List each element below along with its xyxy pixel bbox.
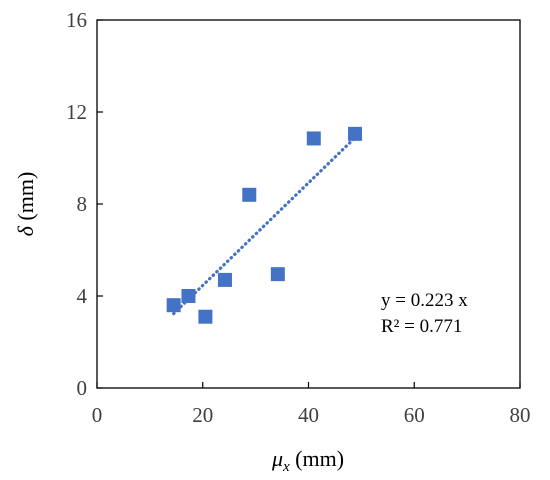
data-point (242, 187, 257, 202)
x-axis-label-subscript: x (282, 459, 290, 475)
data-points (166, 126, 363, 324)
x-axis-label: μx (mm) (271, 446, 344, 475)
x-tick-label: 40 (298, 403, 319, 427)
data-point (166, 298, 181, 313)
data-point (348, 126, 363, 141)
y-tick-label: 8 (77, 192, 88, 216)
x-tick-label: 80 (510, 403, 531, 427)
y-tick-label: 4 (77, 284, 88, 308)
data-point (270, 267, 285, 282)
data-point (217, 272, 232, 287)
data-point (306, 131, 321, 146)
x-tick-label: 0 (92, 403, 103, 427)
data-point (181, 289, 196, 303)
y-tick-label: 0 (77, 376, 88, 400)
x-tick-label: 20 (192, 403, 213, 427)
y-axis-label: δ (mm) (13, 172, 38, 237)
y-axis-label-symbol: δ (13, 225, 38, 236)
y-axis-label-unit: (mm) (13, 172, 38, 226)
y-tick-label: 12 (66, 100, 87, 124)
x-axis-ticks: 0 20 40 60 80 (92, 382, 531, 427)
x-tick-label: 60 (404, 403, 425, 427)
trendline (172, 136, 357, 316)
x-axis-label-unit: (mm) (290, 446, 344, 471)
x-axis-label-symbol: μ (271, 446, 283, 471)
y-tick-label: 16 (66, 8, 87, 32)
y-axis-ticks: 0 4 8 12 16 (66, 8, 103, 400)
equation-annotation: y = 0.223 x (381, 290, 468, 311)
data-point (198, 309, 213, 324)
r-squared-annotation: R² = 0.771 (381, 316, 462, 337)
